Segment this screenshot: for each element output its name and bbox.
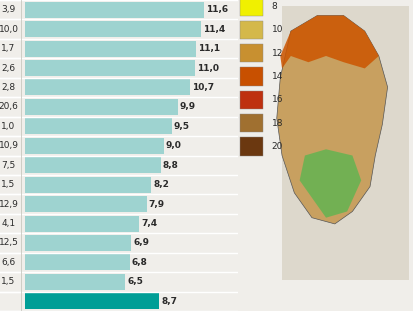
Text: 2,8: 2,8 bbox=[1, 83, 16, 92]
Text: 9,0: 9,0 bbox=[165, 141, 181, 150]
Text: 7,4: 7,4 bbox=[141, 219, 157, 228]
Text: 12,9: 12,9 bbox=[0, 200, 19, 209]
Bar bbox=[25, 157, 160, 173]
Bar bbox=[25, 177, 151, 193]
Text: 11,1: 11,1 bbox=[198, 44, 220, 53]
Bar bbox=[25, 254, 130, 270]
Bar bbox=[25, 99, 177, 115]
Text: 14: 14 bbox=[271, 72, 282, 81]
Text: 11,6: 11,6 bbox=[205, 5, 228, 14]
Bar bbox=[239, 114, 262, 132]
Text: 20,6: 20,6 bbox=[0, 102, 19, 111]
Text: 6,5: 6,5 bbox=[127, 277, 142, 286]
Bar bbox=[25, 21, 200, 37]
Text: 1,7: 1,7 bbox=[1, 44, 16, 53]
Text: 10,0: 10,0 bbox=[0, 25, 19, 34]
Polygon shape bbox=[276, 16, 387, 224]
Text: 1,5: 1,5 bbox=[1, 277, 16, 286]
Bar bbox=[25, 216, 139, 231]
Bar bbox=[25, 274, 125, 290]
Text: 4,1: 4,1 bbox=[1, 219, 16, 228]
Text: 7,5: 7,5 bbox=[1, 161, 16, 170]
Bar bbox=[239, 137, 262, 156]
Bar bbox=[239, 21, 262, 39]
Text: 10,7: 10,7 bbox=[192, 83, 214, 92]
Text: 11,0: 11,0 bbox=[196, 63, 218, 72]
Text: 8,7: 8,7 bbox=[161, 297, 177, 306]
Bar bbox=[25, 80, 190, 95]
Bar bbox=[239, 0, 262, 16]
Text: 2,6: 2,6 bbox=[1, 63, 16, 72]
Text: 18: 18 bbox=[271, 119, 282, 128]
Text: 1,5: 1,5 bbox=[1, 180, 16, 189]
Polygon shape bbox=[299, 149, 360, 218]
Bar bbox=[25, 235, 131, 251]
Bar bbox=[25, 138, 164, 154]
Text: 6,6: 6,6 bbox=[1, 258, 16, 267]
Text: 8,8: 8,8 bbox=[162, 161, 178, 170]
Bar bbox=[25, 2, 204, 18]
Text: 6,9: 6,9 bbox=[133, 239, 149, 248]
Bar bbox=[239, 44, 262, 62]
Bar bbox=[239, 67, 262, 86]
Text: 12: 12 bbox=[271, 49, 282, 58]
Text: 1,0: 1,0 bbox=[1, 122, 16, 131]
Text: 20: 20 bbox=[271, 142, 282, 151]
Bar bbox=[25, 60, 194, 76]
Bar bbox=[25, 41, 196, 57]
Text: 16: 16 bbox=[271, 95, 282, 104]
FancyBboxPatch shape bbox=[281, 6, 408, 280]
Text: 10,9: 10,9 bbox=[0, 141, 19, 150]
Bar bbox=[25, 293, 159, 309]
Text: 7,9: 7,9 bbox=[148, 200, 164, 209]
Text: 9,9: 9,9 bbox=[179, 102, 195, 111]
Text: 8,2: 8,2 bbox=[153, 180, 169, 189]
Polygon shape bbox=[280, 16, 378, 68]
Text: 3,9: 3,9 bbox=[1, 5, 16, 14]
Bar bbox=[25, 118, 171, 134]
Text: 11,4: 11,4 bbox=[202, 25, 225, 34]
Bar bbox=[25, 196, 147, 212]
Bar bbox=[239, 91, 262, 109]
Text: 8: 8 bbox=[271, 2, 277, 11]
Text: 10: 10 bbox=[271, 26, 282, 34]
Text: 9,5: 9,5 bbox=[173, 122, 189, 131]
Text: 12,5: 12,5 bbox=[0, 239, 19, 248]
Text: 6,8: 6,8 bbox=[131, 258, 147, 267]
